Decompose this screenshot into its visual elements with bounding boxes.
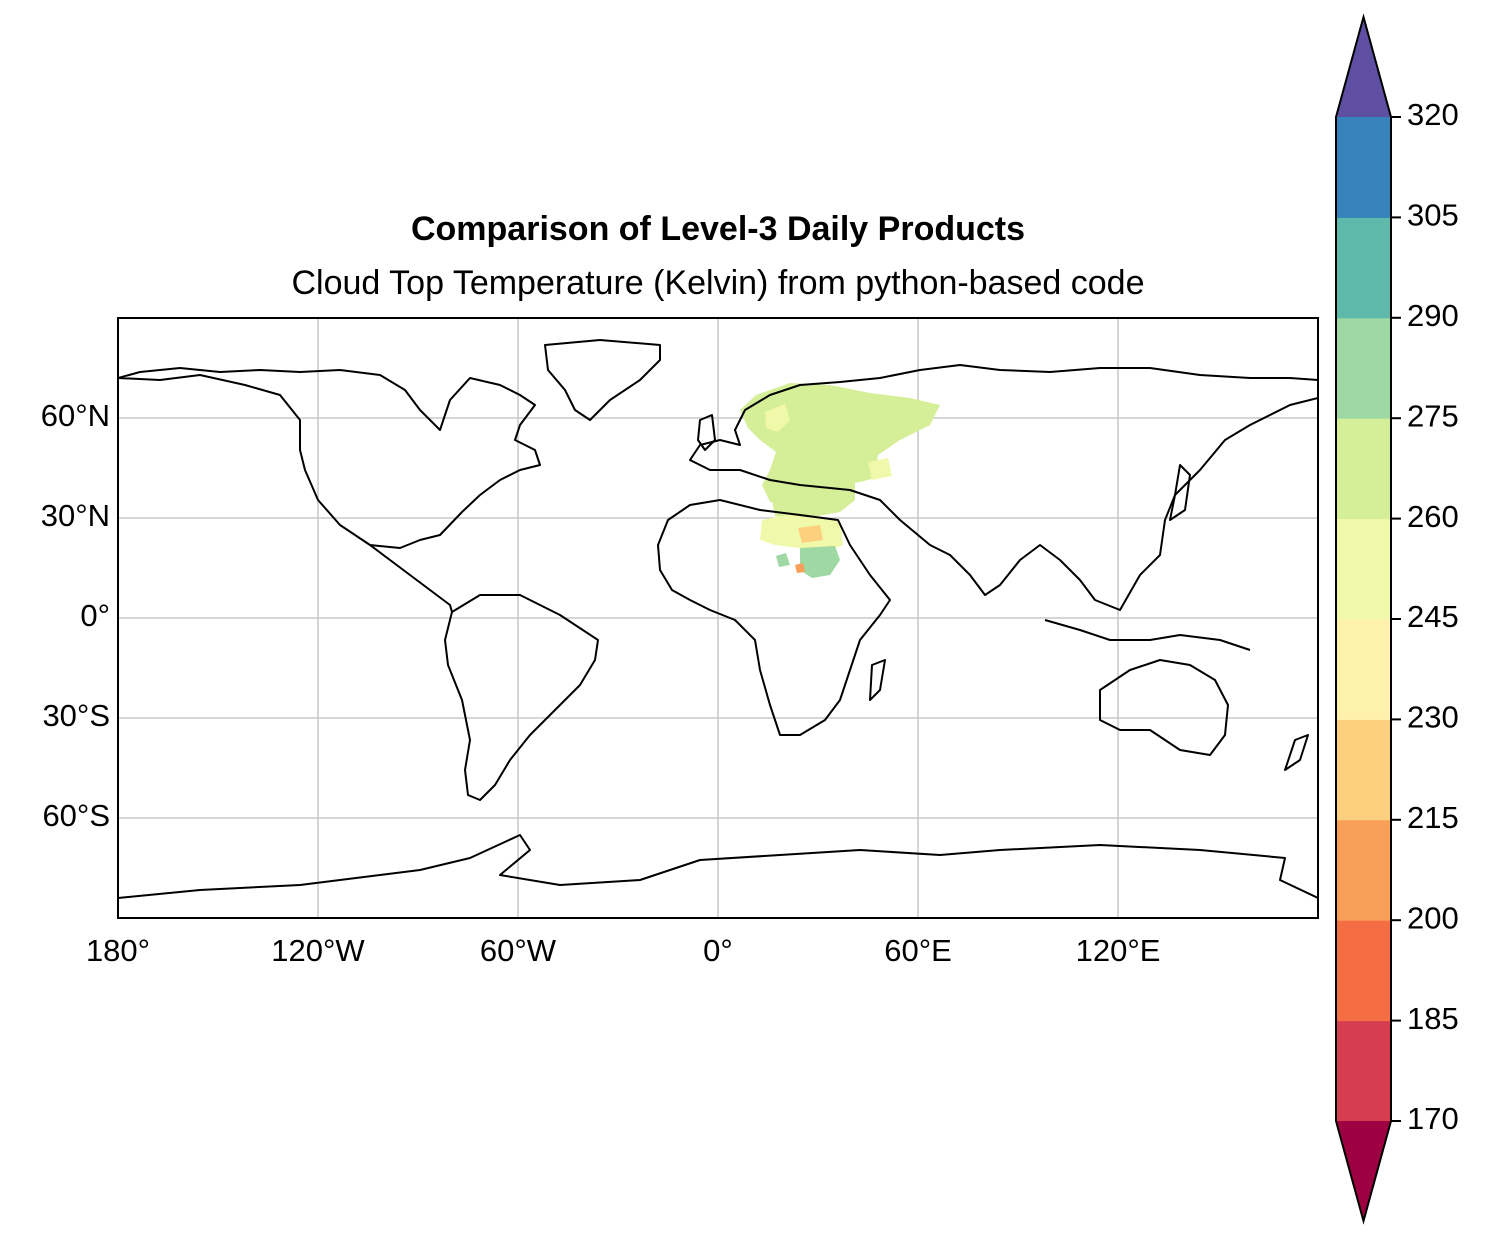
colorbar-bin (1336, 418, 1391, 520)
coast-uk (697, 414, 716, 451)
coast-madagascar (869, 659, 886, 701)
coast-japan (1169, 464, 1191, 521)
lat-tick-label: 0° (80, 598, 110, 633)
latitude-tick-labels: 60°N 30°N 0° 30°S 60°S (41, 398, 110, 833)
coast-north-america (118, 367, 541, 549)
colorbar-tick-label: 230 (1407, 700, 1459, 735)
colorbar-tick-label: 245 (1407, 599, 1459, 634)
lon-tick-label: 0° (703, 933, 733, 968)
coast-africa (657, 499, 891, 736)
colorbar-tick-label: 320 (1407, 97, 1459, 132)
colorbar-bin (1336, 619, 1391, 720)
coast-new-zealand (1284, 734, 1309, 771)
colorbar-bin (1336, 317, 1391, 419)
lat-tick-label: 60°S (42, 798, 110, 833)
colorbar-bin (1336, 217, 1391, 319)
colorbar-bin (1336, 719, 1391, 821)
colorbar-tick-label: 260 (1407, 499, 1459, 534)
longitude-tick-labels: 180° 120°W 60°W 0° 60°E 120°E (86, 933, 1160, 968)
chart-subtitle: Cloud Top Temperature (Kelvin) from pyth… (291, 264, 1145, 302)
data-region-red-spot (795, 563, 805, 573)
colorbar-bin (1336, 819, 1391, 921)
data-region-caspian-yellow (868, 458, 892, 480)
colorbar-bin (1336, 1020, 1391, 1122)
data-region-green-spot (776, 553, 790, 567)
coastlines (118, 339, 1318, 899)
colorbar-tick-label: 215 (1407, 800, 1459, 835)
chart-title: Comparison of Level-3 Daily Products (410, 210, 1026, 248)
coast-south-america (444, 594, 599, 801)
lon-tick-label: 60°W (480, 933, 557, 968)
data-region-scandinavia-yellow (765, 404, 790, 432)
colorbar-bin (1336, 117, 1391, 218)
lat-tick-label: 60°N (41, 398, 110, 433)
data-region-south-europe (770, 482, 855, 520)
lon-tick-label: 60°E (884, 933, 952, 968)
colorbar-tick-label: 170 (1407, 1101, 1459, 1136)
temperature-field (740, 383, 940, 578)
colorbar: 170 185 200 215 230 245 260 275 290 305 320 (1335, 13, 1459, 1225)
colorbar-tick-label: 185 (1407, 1001, 1459, 1036)
lat-tick-label: 30°S (42, 698, 110, 733)
colorbar-under-arrow (1336, 1121, 1391, 1221)
lon-tick-label: 180° (86, 933, 150, 968)
coast-indonesia (1044, 619, 1251, 651)
data-region-europe (740, 383, 940, 505)
data-region-orange-patch (798, 525, 823, 543)
lon-tick-label: 120°E (1076, 933, 1161, 968)
lon-tick-label: 120°W (271, 933, 365, 968)
colorbar-tick-label: 200 (1407, 900, 1459, 935)
coast-antarctica (118, 834, 1318, 899)
data-region-sudan (800, 546, 840, 578)
colorbar-tick-label: 275 (1407, 398, 1459, 433)
colorbar-over-arrow (1336, 17, 1391, 117)
coast-australia (1099, 659, 1229, 756)
coast-greenland (544, 339, 661, 421)
colorbar-tick-label: 290 (1407, 298, 1459, 333)
coast-central-america (369, 544, 453, 613)
gridlines (118, 318, 1318, 918)
colorbar-bin (1336, 920, 1391, 1022)
colorbar-tick-label: 305 (1407, 198, 1459, 233)
lat-tick-label: 30°N (41, 498, 110, 533)
colorbar-bin (1336, 518, 1391, 620)
map-frame (117, 317, 1319, 919)
coast-eurasia (689, 364, 1318, 611)
